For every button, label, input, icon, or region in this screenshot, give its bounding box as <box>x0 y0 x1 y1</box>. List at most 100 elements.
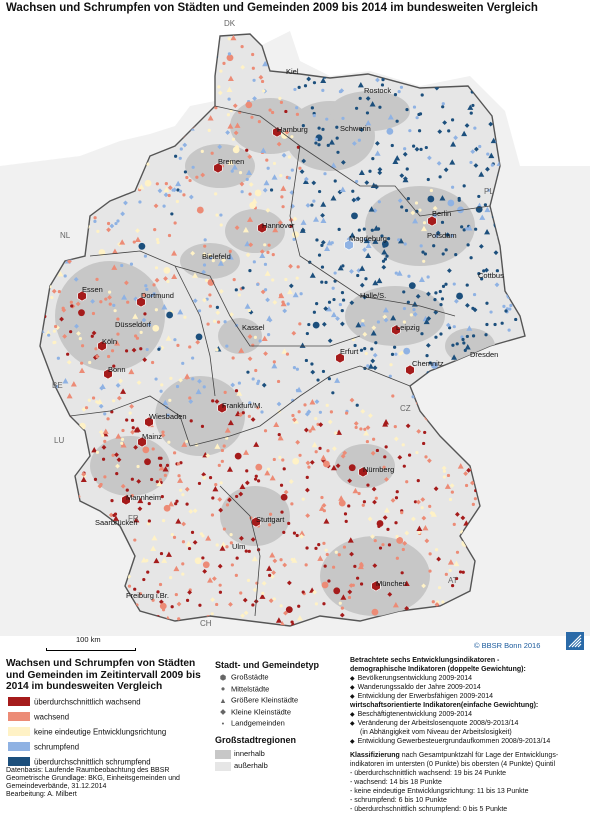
municipality-symbol <box>461 570 465 574</box>
municipality-symbol <box>57 271 64 277</box>
municipality-symbol <box>234 288 238 292</box>
municipality-symbol <box>172 535 177 539</box>
municipality-symbol <box>147 519 151 523</box>
municipality-symbol <box>126 300 130 304</box>
municipality-symbol <box>425 354 429 358</box>
municipality-symbol <box>483 203 488 207</box>
indicator-item: Entwicklung der Erwerbsfähigen 2009-2014 <box>350 693 493 702</box>
municipality-symbol <box>484 267 489 273</box>
municipality-symbol <box>415 450 419 455</box>
municipality-symbol <box>318 505 325 511</box>
municipality-symbol <box>143 312 147 316</box>
municipality-symbol <box>383 317 389 323</box>
municipality-symbol <box>220 459 224 463</box>
municipality-symbol <box>408 282 416 290</box>
city-label: Ulm <box>232 542 245 551</box>
municipality-symbol <box>279 604 283 608</box>
municipality-symbol <box>290 203 295 209</box>
municipality-symbol <box>426 458 432 464</box>
municipality-symbol <box>315 302 319 306</box>
municipality-symbol <box>188 509 194 514</box>
municipality-symbol <box>330 195 337 201</box>
municipality-symbol <box>463 348 467 353</box>
municipality-symbol <box>250 115 254 119</box>
municipality-symbol <box>359 320 366 327</box>
municipality-symbol <box>444 572 448 576</box>
municipality-symbol <box>192 508 198 514</box>
municipality-symbol <box>320 454 327 461</box>
municipality-symbol <box>154 266 159 270</box>
municipality-symbol <box>388 374 392 378</box>
municipality-symbol <box>272 360 276 364</box>
municipality-symbol <box>112 515 119 521</box>
municipality-symbol <box>337 264 344 271</box>
indicator-item: Bevölkerungsentwicklung 2009-2014 <box>350 675 472 684</box>
municipality-symbol <box>454 298 459 304</box>
municipality-symbol <box>311 441 318 448</box>
metro-region <box>220 486 290 546</box>
municipality-symbol <box>437 129 443 135</box>
municipality-symbol <box>325 306 332 312</box>
municipality-symbol <box>272 300 278 305</box>
municipality-symbol <box>370 330 377 336</box>
municipality-symbol <box>111 453 115 457</box>
municipality-symbol <box>203 244 207 248</box>
municipality-symbol <box>416 479 420 483</box>
municipality-symbol <box>299 292 303 296</box>
metro-region <box>55 261 165 371</box>
municipality-symbol <box>461 337 465 342</box>
municipality-symbol <box>137 497 144 504</box>
municipality-symbol <box>309 272 316 278</box>
metro-region <box>225 209 285 253</box>
municipality-symbol <box>373 539 377 543</box>
municipality-symbol <box>245 148 249 152</box>
municipality-symbol <box>380 83 385 87</box>
municipality-symbol <box>405 107 409 112</box>
municipality-symbol <box>344 519 348 523</box>
city-label: Frankfurt/M. <box>222 401 262 410</box>
municipality-symbol <box>327 419 333 425</box>
municipality-symbol <box>382 515 388 520</box>
municipality-symbol <box>261 382 267 388</box>
municipality-symbol <box>171 250 178 256</box>
city-label: Düsseldorf <box>115 320 152 329</box>
municipality-symbol <box>462 341 466 345</box>
municipality-symbol <box>211 259 215 263</box>
municipality-symbol <box>226 113 230 117</box>
municipality-symbol <box>428 552 432 556</box>
country-label: CH <box>200 619 212 628</box>
municipality-symbol <box>403 242 407 246</box>
municipality-symbol <box>261 591 265 595</box>
municipality-symbol <box>61 306 65 310</box>
municipality-symbol <box>196 206 204 214</box>
municipality-symbol <box>214 106 218 110</box>
municipality-symbol <box>375 448 380 453</box>
municipality-symbol <box>111 264 118 270</box>
municipality-symbol <box>282 530 286 535</box>
municipality-symbol <box>370 358 376 364</box>
municipality-symbol <box>422 524 429 531</box>
municipality-symbol <box>203 238 207 242</box>
municipality-symbol <box>472 292 477 297</box>
municipality-symbol <box>258 74 264 80</box>
municipality-symbol <box>320 201 327 207</box>
municipality-symbol <box>229 541 233 545</box>
municipality-symbol <box>414 201 419 205</box>
municipality-symbol <box>139 330 143 334</box>
municipality-symbol <box>246 578 251 582</box>
municipality-symbol <box>400 511 404 515</box>
municipality-symbol <box>76 331 81 336</box>
municipality-symbol <box>450 141 457 147</box>
municipality-symbol <box>178 156 182 160</box>
municipality-symbol <box>295 388 300 392</box>
municipality-symbol <box>231 356 235 360</box>
municipality-symbol <box>372 365 378 371</box>
classification-heading: Klassifizierung <box>350 752 400 759</box>
municipality-symbol <box>115 383 121 388</box>
municipality-symbol <box>169 576 173 580</box>
municipality-symbol <box>270 110 275 115</box>
big-city-symbol <box>144 416 154 428</box>
municipality-symbol <box>445 232 451 238</box>
city-label: Bielefeld <box>202 252 231 261</box>
municipality-symbol <box>153 557 160 564</box>
